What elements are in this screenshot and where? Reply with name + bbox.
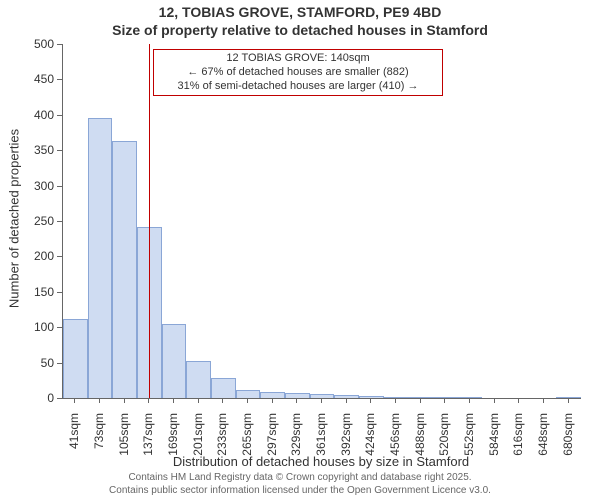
y-tick-label: 100 xyxy=(14,320,54,334)
footer-line1: Contains HM Land Registry data © Crown c… xyxy=(0,472,600,483)
y-tick-mark xyxy=(57,150,62,151)
x-tick-mark xyxy=(272,398,273,403)
x-tick-label: 137sqm xyxy=(141,413,155,463)
y-tick-label: 400 xyxy=(14,108,54,122)
x-tick-label: 105sqm xyxy=(117,413,131,463)
x-tick-label: 552sqm xyxy=(462,413,476,463)
x-tick-label: 73sqm xyxy=(92,413,106,463)
x-tick-mark xyxy=(395,398,396,403)
x-tick-label: 520sqm xyxy=(437,413,451,463)
x-tick-label: 361sqm xyxy=(314,413,328,463)
y-tick-mark xyxy=(57,44,62,45)
title-line1: 12, TOBIAS GROVE, STAMFORD, PE9 4BD xyxy=(0,4,600,20)
annotation-line: 12 TOBIAS GROVE: 140sqm xyxy=(158,52,438,66)
y-tick-mark xyxy=(57,327,62,328)
x-tick-label: 329sqm xyxy=(289,413,303,463)
histogram-bar xyxy=(556,397,581,398)
histogram-bar xyxy=(162,324,187,398)
plot-area: 12 TOBIAS GROVE: 140sqm← 67% of detached… xyxy=(62,44,581,399)
histogram-bar xyxy=(433,397,458,398)
histogram-bar xyxy=(260,392,285,398)
x-tick-mark xyxy=(296,398,297,403)
y-tick-mark xyxy=(57,186,62,187)
footer-line2: Contains public sector information licen… xyxy=(0,485,600,496)
x-tick-label: 616sqm xyxy=(511,413,525,463)
histogram-bar xyxy=(334,395,359,398)
x-tick-mark xyxy=(494,398,495,403)
histogram-bar xyxy=(88,118,113,398)
histogram-bar xyxy=(63,319,88,398)
histogram-bar xyxy=(112,141,137,398)
x-tick-mark xyxy=(346,398,347,403)
y-tick-label: 500 xyxy=(14,37,54,51)
x-tick-mark xyxy=(247,398,248,403)
x-tick-label: 392sqm xyxy=(339,413,353,463)
y-tick-label: 450 xyxy=(14,72,54,86)
x-tick-mark xyxy=(321,398,322,403)
x-tick-mark xyxy=(469,398,470,403)
y-tick-mark xyxy=(57,363,62,364)
x-tick-label: 584sqm xyxy=(487,413,501,463)
x-tick-label: 41sqm xyxy=(67,413,81,463)
x-tick-mark xyxy=(124,398,125,403)
histogram-bar xyxy=(285,393,310,398)
x-tick-label: 201sqm xyxy=(191,413,205,463)
x-tick-mark xyxy=(518,398,519,403)
title-line2: Size of property relative to detached ho… xyxy=(0,22,600,38)
y-tick-label: 250 xyxy=(14,214,54,228)
annotation-box: 12 TOBIAS GROVE: 140sqm← 67% of detached… xyxy=(153,49,443,96)
x-tick-mark xyxy=(420,398,421,403)
y-tick-mark xyxy=(57,79,62,80)
x-tick-mark xyxy=(173,398,174,403)
y-tick-label: 300 xyxy=(14,179,54,193)
histogram-bar xyxy=(211,378,236,398)
reference-line xyxy=(149,44,150,398)
x-tick-label: 488sqm xyxy=(413,413,427,463)
histogram-bar xyxy=(236,390,261,398)
y-tick-label: 350 xyxy=(14,143,54,157)
histogram-bar xyxy=(186,361,211,398)
x-tick-label: 424sqm xyxy=(363,413,377,463)
x-tick-mark xyxy=(444,398,445,403)
annotation-line: 31% of semi-detached houses are larger (… xyxy=(158,80,438,94)
y-tick-mark xyxy=(57,221,62,222)
x-tick-mark xyxy=(568,398,569,403)
y-tick-label: 0 xyxy=(14,391,54,405)
x-tick-mark xyxy=(99,398,100,403)
y-tick-mark xyxy=(57,256,62,257)
annotation-line: ← 67% of detached houses are smaller (88… xyxy=(158,66,438,80)
x-tick-label: 169sqm xyxy=(166,413,180,463)
x-tick-label: 456sqm xyxy=(388,413,402,463)
x-tick-label: 680sqm xyxy=(561,413,575,463)
y-tick-label: 50 xyxy=(14,356,54,370)
x-tick-label: 297sqm xyxy=(265,413,279,463)
x-tick-mark xyxy=(543,398,544,403)
y-tick-mark xyxy=(57,292,62,293)
y-tick-mark xyxy=(57,398,62,399)
x-tick-mark xyxy=(370,398,371,403)
x-tick-mark xyxy=(74,398,75,403)
x-tick-label: 265sqm xyxy=(240,413,254,463)
y-tick-mark xyxy=(57,115,62,116)
x-tick-label: 648sqm xyxy=(536,413,550,463)
x-tick-mark xyxy=(148,398,149,403)
histogram-bar xyxy=(359,396,384,398)
chart-container: 12, TOBIAS GROVE, STAMFORD, PE9 4BD Size… xyxy=(0,0,600,500)
y-tick-label: 150 xyxy=(14,285,54,299)
y-tick-label: 200 xyxy=(14,249,54,263)
x-tick-mark xyxy=(198,398,199,403)
histogram-bar xyxy=(408,397,433,398)
x-tick-label: 233sqm xyxy=(215,413,229,463)
x-tick-mark xyxy=(222,398,223,403)
